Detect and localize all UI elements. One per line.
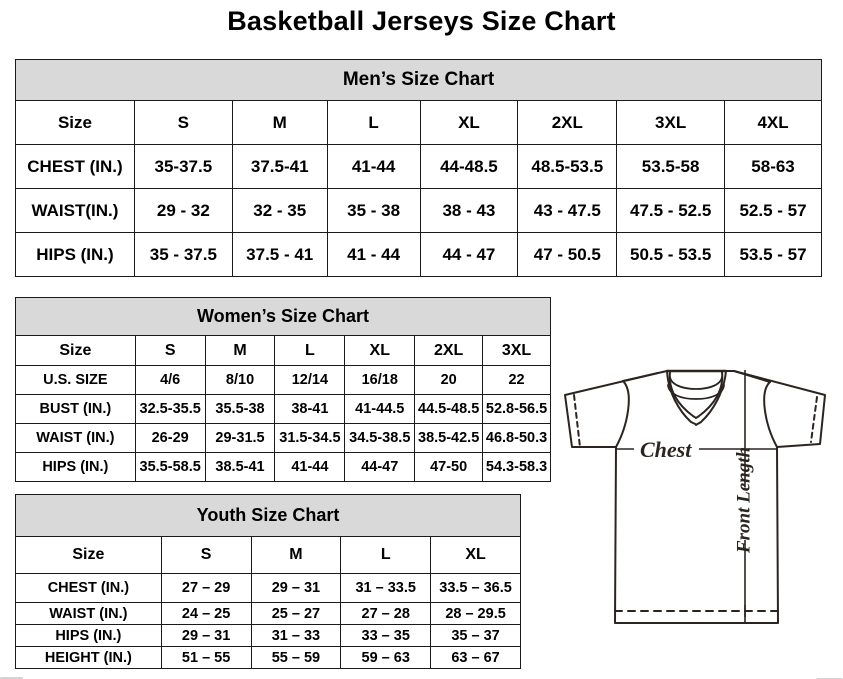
svg-text:Chest: Chest [640, 437, 692, 462]
svg-text:Front Length: Front Length [733, 447, 754, 554]
